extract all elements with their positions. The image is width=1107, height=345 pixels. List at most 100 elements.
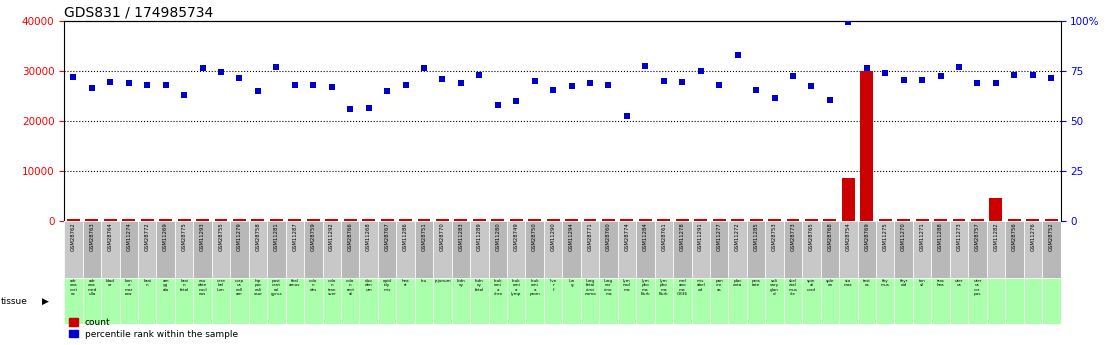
Bar [1024,278,1042,324]
Bar [415,221,433,278]
Text: GSM28767: GSM28767 [384,223,390,251]
Text: hip
poc
cali
osur: hip poc cali osur [254,279,262,296]
Bar [177,219,190,221]
Text: test
es: test es [862,279,871,287]
Bar [64,221,83,278]
Point [1043,76,1061,81]
Bar [637,278,654,324]
Text: GSM28759: GSM28759 [311,223,315,251]
Text: GSM11293: GSM11293 [200,223,205,251]
Bar [931,221,950,278]
Bar [230,221,249,278]
Point [877,70,894,76]
Bar [860,71,873,221]
Point [138,82,156,88]
Bar [934,219,946,221]
Text: GSM28760: GSM28760 [606,223,611,251]
Point [858,66,876,71]
Point [341,107,359,112]
Text: GSM28751: GSM28751 [422,223,426,251]
Bar [749,219,763,221]
Bar [713,219,725,221]
Text: lung
fetal
cinci
noma: lung fetal cinci noma [584,279,596,296]
Bar [433,221,452,278]
Bar [986,221,1005,278]
Text: GSM28757: GSM28757 [975,223,980,251]
Bar [343,219,356,221]
Text: uter
us
cor
pus: uter us cor pus [973,279,982,296]
Text: GSM28775: GSM28775 [182,223,187,251]
Bar [473,219,486,221]
Bar [396,278,415,324]
Text: bon
e
mar
row: bon e mar row [125,279,133,296]
Bar [288,219,301,221]
Bar [768,219,780,221]
Bar [454,219,467,221]
Text: GSM28764: GSM28764 [107,223,113,251]
Bar [562,278,581,324]
Bar [728,278,747,324]
Bar [694,219,707,221]
Bar [436,219,448,221]
Point [1005,72,1023,78]
Point [673,79,691,85]
Bar [820,278,839,324]
Point [379,88,396,93]
Bar [858,278,876,324]
Text: brai
n
fetal: brai n fetal [179,279,189,292]
Bar [341,221,360,278]
Point [286,82,303,88]
Point [434,76,452,81]
Point [728,52,746,58]
Text: GSM11291: GSM11291 [699,223,703,251]
Bar [1005,278,1024,324]
Bar [931,278,950,324]
Point [618,113,635,119]
Point [230,76,248,81]
Text: GSM28754: GSM28754 [846,223,851,251]
Text: lun
g: lun g [568,279,575,287]
Bar [341,278,360,324]
Bar [692,221,710,278]
Bar [377,278,396,324]
Legend: count, percentile rank within the sample: count, percentile rank within the sample [69,318,238,339]
Bar [66,219,80,221]
Bar [879,219,891,221]
Bar [544,278,562,324]
Bar [765,221,784,278]
Bar [969,221,986,278]
Text: GSM28769: GSM28769 [865,223,869,251]
Text: GSM11280: GSM11280 [495,223,500,251]
Bar [747,221,765,278]
Bar [784,278,803,324]
Point [766,95,784,100]
Bar [673,221,692,278]
Bar [658,219,670,221]
Bar [488,221,507,278]
Bar [565,219,578,221]
Point [562,83,580,89]
Text: GSM11281: GSM11281 [273,223,279,251]
Bar [452,221,470,278]
Point [913,78,931,83]
Bar [784,221,803,278]
Bar [267,221,286,278]
Text: colo
n
tran
sver: colo n tran sver [328,279,337,296]
Bar [581,221,599,278]
Point [894,78,912,83]
Point [213,69,230,75]
Bar [841,178,855,221]
Bar [194,221,211,278]
Bar [803,278,820,324]
Bar [251,219,265,221]
Bar [913,221,931,278]
Text: GSM11276: GSM11276 [1031,223,1035,251]
Text: jejunum: jejunum [434,279,451,283]
Point [839,19,857,25]
Point [157,82,175,88]
Text: sali
vary
glan
d: sali vary glan d [769,279,779,296]
Bar [101,221,120,278]
Bar [101,278,120,324]
Text: lym
nod
ma: lym nod ma [623,279,631,292]
Point [747,88,765,93]
